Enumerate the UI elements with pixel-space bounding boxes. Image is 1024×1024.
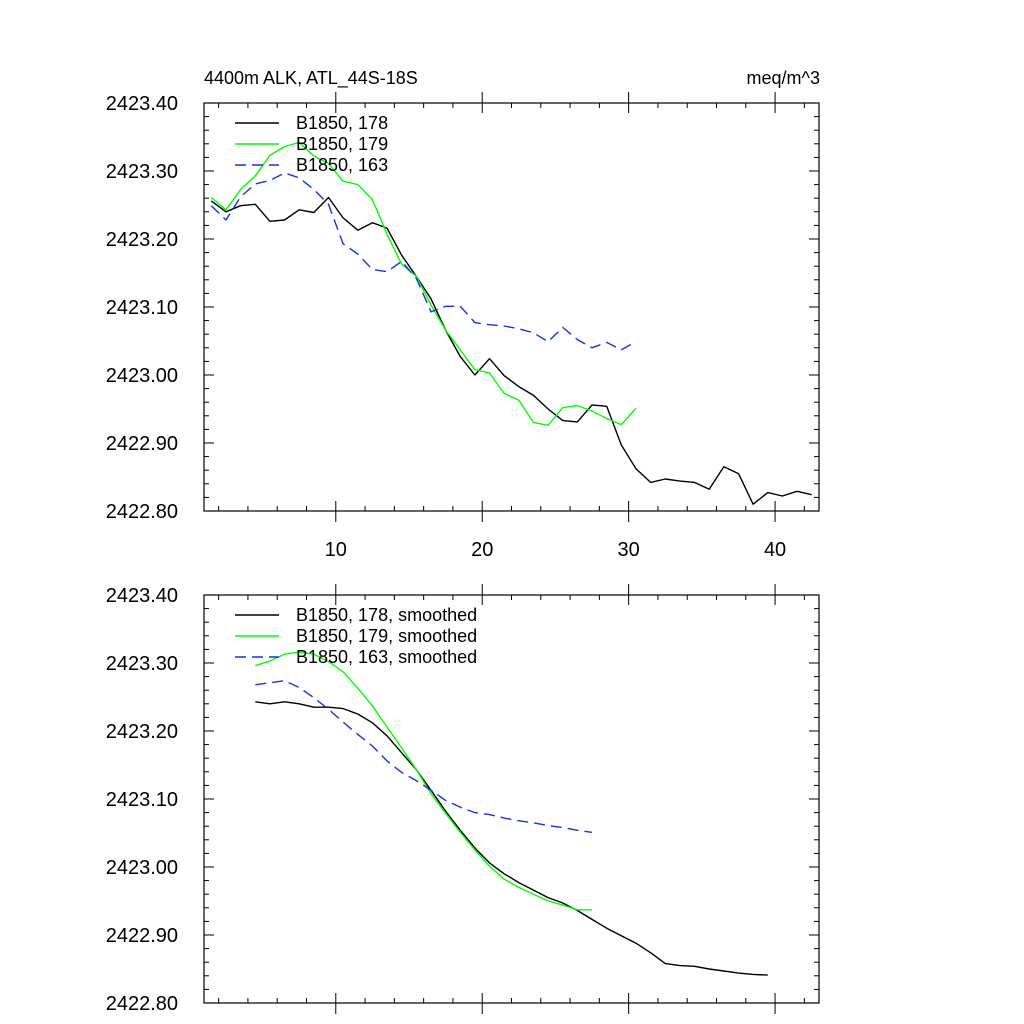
top-panel-units: meq/m^3 [747,68,820,88]
legend-label-2: B1850, 179, smoothed [296,626,477,646]
y-tick-label: 2422.80 [106,501,178,523]
legend-label-3: B1850, 163, smoothed [296,647,477,667]
y-tick-label: 2423.20 [106,229,178,251]
series-line-1 [255,701,768,976]
bottom-tick-marks [204,584,819,1014]
legend-label-2: B1850, 179 [296,134,388,154]
x-tick-label: 40 [764,539,786,561]
y-tick-label: 2423.10 [106,297,178,319]
top-series-group [210,141,812,505]
y-tick-label: 2423.00 [106,365,178,387]
series-line-1 [210,196,812,505]
series-line-3 [210,172,637,351]
y-tick-label: 2422.90 [106,925,178,947]
bottom-y-tick-labels: 2423.40 2423.30 2423.20 2423.10 2423.00 2422.… [106,585,178,1015]
y-tick-label: 2423.00 [106,857,178,879]
top-x-tick-labels: 10 20 30 40 [325,539,787,561]
bottom-series-group [255,651,768,976]
y-tick-label: 2423.30 [106,161,178,183]
x-tick-label: 20 [471,539,493,561]
y-tick-label: 2422.80 [106,993,178,1015]
legend-label-1: B1850, 178 [296,113,388,133]
bottom-panel: 2423.40 2423.30 2423.20 2423.10 2423.00 2422.… [106,584,820,1015]
y-tick-label: 2423.30 [106,653,178,675]
y-tick-label: 2422.90 [106,433,178,455]
y-tick-label: 2423.20 [106,721,178,743]
top-panel-title: 4400m ALK, ATL_44S-18S [204,68,418,89]
top-tick-marks [204,92,819,522]
series-line-2 [210,141,637,426]
series-line-2 [255,651,592,911]
x-tick-label: 10 [325,539,347,561]
top-panel: 4400m ALK, ATL_44S-18S meq/m^3 2423.4024… [106,68,820,561]
legend-label-1: B1850, 178, smoothed [296,605,477,625]
x-tick-label: 30 [618,539,640,561]
y-tick-label: 2423.10 [106,789,178,811]
legend-label-3: B1850, 163 [296,155,388,175]
y-tick-label: 2423.40 [106,93,178,115]
top-y-tick-labels: 2423.40 2423.30 2423.20 2423.10 2423.00 2422.… [106,93,178,523]
series-line-3 [255,680,593,833]
y-tick-label: 2423.40 [106,585,178,607]
